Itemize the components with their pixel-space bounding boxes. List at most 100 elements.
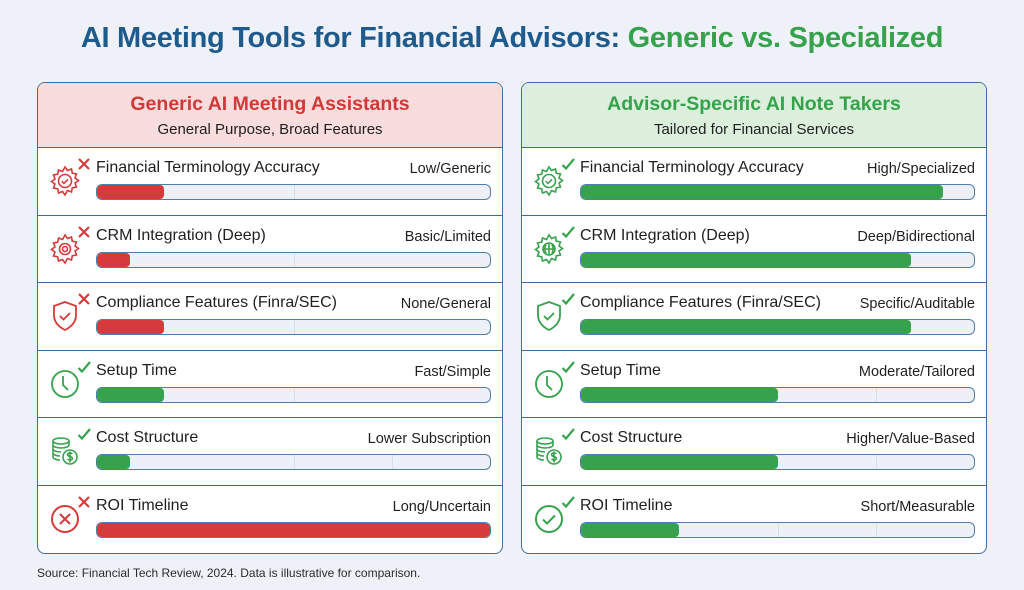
metric-row: Financial Terminology Accuracy Low/Gener…	[38, 148, 502, 216]
progress-fill	[97, 320, 164, 334]
clock-icon	[532, 367, 566, 401]
metric-value: Moderate/Tailored	[858, 363, 975, 380]
bar-divider	[293, 455, 295, 469]
generic-panel: Generic AI Meeting Assistants General Pu…	[37, 82, 503, 554]
progress-fill	[581, 320, 912, 334]
metric-value: Lower Subscription	[367, 431, 491, 447]
progress-bar	[580, 319, 975, 335]
progress-bar	[96, 521, 491, 538]
progress-fill	[581, 185, 943, 199]
check-mark-icon	[561, 495, 575, 509]
progress-fill	[581, 455, 778, 469]
panel-heading: Advisor-Specific AI Note Takers	[607, 93, 901, 115]
bar-divider	[293, 185, 295, 199]
generic-panel-header: Generic AI Meeting Assistants General Pu…	[38, 83, 502, 148]
metric-value: None/General	[400, 296, 491, 312]
gear-icon	[48, 232, 82, 266]
bar-divider	[875, 522, 877, 537]
metric-value: Deep/Bidirectional	[857, 228, 975, 245]
bar-divider	[293, 320, 295, 334]
bar-divider	[293, 252, 295, 267]
check-mark-icon	[561, 427, 575, 441]
metric-value: Basic/Limited	[404, 228, 491, 245]
metric-label: CRM Integration (Deep)	[580, 226, 750, 244]
metric-value: High/Specialized	[866, 161, 975, 177]
metric-row: ROI Timeline Short/Measurable	[522, 486, 986, 554]
gear-check-icon	[48, 164, 82, 198]
progress-fill	[97, 185, 164, 199]
metric-label: Compliance Features (Finra/SEC)	[96, 294, 337, 311]
gear-globe-icon	[532, 232, 566, 266]
check-mark-icon	[77, 360, 91, 374]
x-mark-icon	[77, 292, 91, 306]
shield-check-icon	[532, 299, 566, 333]
metric-row: CRM Integration (Deep) Deep/Bidirectiona…	[522, 216, 986, 283]
metric-label: Financial Terminology Accuracy	[580, 159, 804, 176]
metric-value: Long/Uncertain	[392, 498, 491, 515]
coins-dollar-icon	[532, 434, 566, 468]
metric-value: Higher/Value-Based	[846, 431, 975, 447]
progress-bar	[580, 386, 975, 403]
progress-fill	[97, 522, 490, 537]
metric-value: Specific/Auditable	[859, 296, 975, 312]
check-mark-icon	[561, 360, 575, 374]
check-mark-icon	[561, 225, 575, 239]
gear-check-icon	[532, 164, 566, 198]
bar-divider	[777, 522, 779, 537]
x-mark-icon	[77, 225, 91, 239]
check-mark-icon	[561, 292, 575, 306]
panel-heading: Generic AI Meeting Assistants	[130, 93, 410, 115]
metric-row: Cost Structure Lower Subscription	[38, 418, 502, 486]
progress-bar	[96, 319, 491, 335]
metric-label: CRM Integration (Deep)	[96, 226, 266, 244]
coins-dollar-icon	[48, 434, 82, 468]
specialized-panel-header: Advisor-Specific AI Note Takers Tailored…	[522, 83, 986, 148]
source-note: Source: Financial Tech Review, 2024. Dat…	[37, 566, 421, 580]
metric-label: ROI Timeline	[580, 496, 673, 514]
metric-row: CRM Integration (Deep) Basic/Limited	[38, 216, 502, 283]
metric-value: Low/Generic	[409, 161, 491, 177]
x-mark-icon	[77, 157, 91, 171]
progress-bar	[580, 184, 975, 200]
metric-label: Setup Time	[96, 361, 177, 379]
bar-divider	[293, 387, 295, 402]
metric-row: ROI Timeline Long/Uncertain	[38, 486, 502, 554]
shield-check-icon	[48, 299, 82, 333]
metric-label: Financial Terminology Accuracy	[96, 159, 320, 176]
metric-row: Compliance Features (Finra/SEC) Specific…	[522, 283, 986, 351]
bar-divider	[875, 455, 877, 469]
progress-bar	[580, 521, 975, 538]
metric-row: Setup Time Fast/Simple	[38, 351, 502, 418]
metric-label: Cost Structure	[96, 429, 199, 446]
metric-label: Setup Time	[580, 361, 661, 379]
progress-fill	[581, 387, 778, 402]
check-mark-icon	[561, 157, 575, 171]
check-mark-icon	[77, 427, 91, 441]
circle-x-icon	[48, 502, 82, 536]
metric-label: Compliance Features (Finra/SEC)	[580, 294, 821, 311]
progress-fill	[581, 252, 912, 267]
progress-fill	[581, 522, 680, 537]
metric-value: Short/Measurable	[860, 498, 975, 515]
panel-subheading: Tailored for Financial Services	[653, 121, 855, 138]
specialized-panel: Advisor-Specific AI Note Takers Tailored…	[521, 82, 987, 554]
bar-divider	[391, 455, 393, 469]
progress-fill	[97, 252, 131, 267]
progress-fill	[97, 455, 131, 469]
panel-subheading: General Purpose, Broad Features	[157, 121, 383, 138]
progress-bar	[96, 454, 491, 470]
metric-row: Compliance Features (Finra/SEC) None/Gen…	[38, 283, 502, 351]
metric-label: ROI Timeline	[96, 496, 189, 514]
metric-value: Fast/Simple	[414, 363, 491, 380]
progress-bar	[96, 184, 491, 200]
metric-label: Cost Structure	[580, 429, 683, 446]
metric-row: Setup Time Moderate/Tailored	[522, 351, 986, 418]
metric-row: Financial Terminology Accuracy High/Spec…	[522, 148, 986, 216]
x-mark-icon	[77, 495, 91, 509]
progress-bar	[580, 251, 975, 268]
progress-bar	[96, 386, 491, 403]
progress-fill	[97, 387, 164, 402]
bar-divider	[875, 387, 877, 402]
circle-check-icon	[532, 502, 566, 536]
clock-icon	[48, 367, 82, 401]
